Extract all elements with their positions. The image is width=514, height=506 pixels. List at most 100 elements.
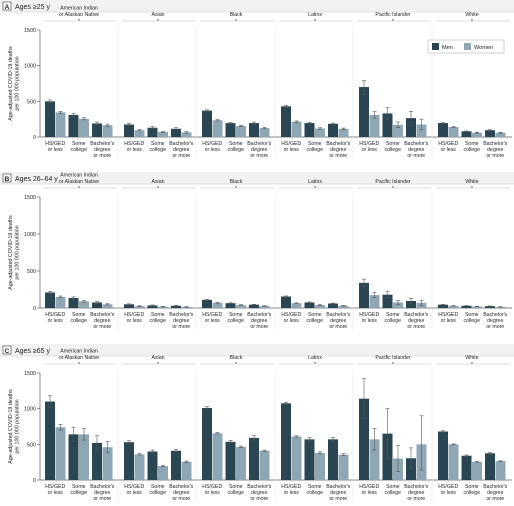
x-tick-label: Bachelor's: [90, 141, 114, 147]
y-tick-label: 500: [27, 442, 36, 448]
x-tick-label: HS/GED: [359, 484, 379, 490]
x-tick-label: Some: [308, 141, 322, 147]
bar-women: [495, 306, 506, 308]
y-axis-label: per 100 000 population: [15, 399, 21, 453]
bar-women: [393, 302, 403, 308]
bar-women: [448, 444, 459, 480]
bar-women: [236, 125, 246, 137]
bar-women: [495, 132, 506, 137]
x-tick-label: degree: [94, 318, 110, 324]
x-tick-label: Some: [386, 484, 400, 490]
x-tick-label: Some: [229, 484, 243, 490]
group-label: Asian: [152, 355, 165, 361]
x-tick-label: college: [385, 147, 402, 153]
x-tick-label: Bachelor's: [90, 484, 114, 490]
x-tick-label: Bachelor's: [404, 312, 428, 318]
x-tick-label: Bachelor's: [247, 141, 271, 147]
x-tick-label: college: [464, 147, 481, 153]
significance-marker: *: [157, 362, 160, 368]
bar-women: [158, 466, 168, 480]
bar-women: [416, 124, 427, 137]
panel-letter-box: [2, 173, 12, 183]
x-tick-label: or more: [93, 324, 111, 330]
x-tick-label: degree: [487, 318, 503, 324]
x-tick-label: Some: [72, 484, 86, 490]
y-tick-label: 500: [27, 99, 36, 105]
bar-women: [79, 118, 89, 137]
x-tick-label: degree: [251, 318, 267, 324]
x-tick-label: college: [464, 318, 481, 324]
bar-women: [315, 128, 325, 137]
x-tick-label: HS/GED: [202, 141, 222, 147]
x-tick-label: college: [71, 490, 88, 496]
bar-women: [315, 305, 325, 308]
panel-header-bg: [0, 172, 514, 184]
x-tick-label: HS/GED: [359, 141, 379, 147]
x-tick-label: degree: [251, 147, 267, 153]
y-tick-label: 1000: [24, 64, 36, 70]
x-tick-label: Some: [386, 312, 400, 318]
bar-men: [202, 299, 212, 308]
x-tick-label: Some: [72, 312, 86, 318]
legend-swatch-women: [464, 43, 471, 50]
group-label: White: [465, 179, 478, 185]
bar-women: [55, 112, 66, 137]
y-tick-label: 1000: [24, 232, 36, 238]
x-tick-label: Bachelor's: [247, 484, 271, 490]
bar-men: [328, 439, 338, 480]
bar-women: [181, 461, 192, 480]
significance-marker: *: [235, 19, 238, 25]
significance-marker: *: [471, 19, 474, 25]
bar-men: [249, 437, 259, 480]
bar-women: [236, 446, 246, 480]
group-label: American Indian: [60, 6, 98, 12]
x-tick-label: HS/GED: [202, 312, 222, 318]
bar-men: [461, 455, 472, 480]
x-tick-label: HS/GED: [281, 484, 301, 490]
panel-letter: B: [5, 176, 10, 183]
x-tick-label: or more: [250, 324, 268, 330]
x-tick-label: or less: [205, 490, 221, 496]
y-axis-label: Age-adjusted COVID-19 deaths: [8, 389, 14, 464]
y-axis-label: per 100 000 population: [15, 56, 21, 110]
bar-women: [495, 461, 506, 480]
bar-men: [281, 403, 291, 480]
bar-women: [338, 454, 349, 480]
x-tick-label: or less: [362, 318, 378, 324]
x-tick-label: degree: [330, 318, 346, 324]
x-tick-label: college: [228, 318, 245, 324]
panel-title: Ages 26–64 y: [15, 176, 58, 183]
bar-women: [369, 439, 380, 480]
bar-men: [281, 296, 291, 308]
x-tick-label: degree: [487, 147, 503, 153]
x-tick-label: Some: [308, 312, 322, 318]
significance-marker: *: [314, 19, 317, 25]
bar-women: [181, 132, 192, 137]
x-tick-label: degree: [251, 490, 267, 496]
x-tick-label: Some: [151, 141, 165, 147]
x-tick-label: HS/GED: [45, 141, 65, 147]
x-tick-label: degree: [173, 490, 189, 496]
x-tick-label: college: [71, 147, 88, 153]
panel-letter: C: [5, 348, 10, 355]
x-tick-label: Bachelor's: [483, 141, 507, 147]
bar-women: [212, 302, 223, 308]
x-tick-label: Some: [465, 312, 479, 318]
x-tick-label: college: [150, 147, 167, 153]
panel-header-bg: [0, 344, 514, 356]
y-tick-label: 1500: [24, 371, 36, 377]
bar-women: [472, 461, 482, 480]
x-tick-label: HS/GED: [45, 312, 65, 318]
x-tick-label: Bachelor's: [404, 141, 428, 147]
x-tick-label: Some: [72, 141, 86, 147]
x-tick-label: college: [71, 318, 88, 324]
x-tick-label: Some: [465, 141, 479, 147]
bar-men: [147, 127, 158, 137]
y-tick-label: 500: [27, 269, 36, 275]
x-tick-label: or less: [441, 318, 457, 324]
bar-women: [315, 452, 325, 480]
panel-header-bg: [0, 0, 514, 12]
panel-title: Ages ≥25 y: [15, 4, 50, 11]
panel-letter: A: [5, 4, 10, 11]
bar-men: [304, 123, 315, 137]
